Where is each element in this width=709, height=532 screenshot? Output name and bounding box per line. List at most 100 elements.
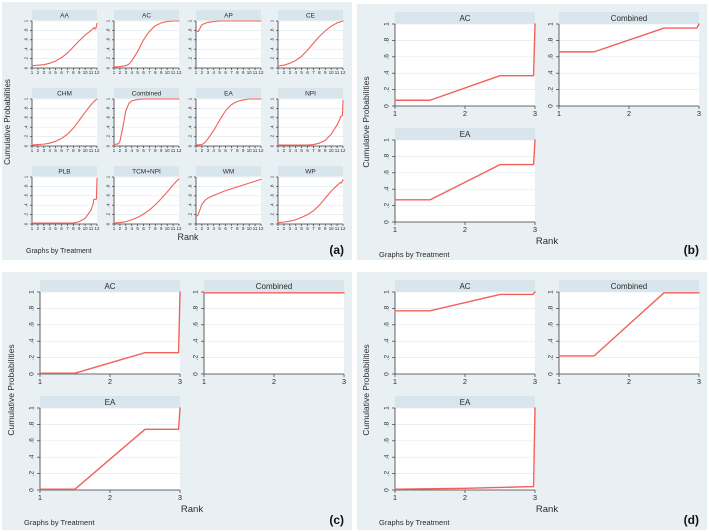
y-tick-label: .4 (547, 70, 554, 76)
subplot-title: EA (460, 398, 471, 407)
y-tick-label: 1 (192, 290, 199, 294)
x-tick-label: 8 (318, 70, 321, 75)
y-tick-label: .2 (24, 212, 29, 216)
y-tick-label: .4 (192, 338, 199, 344)
y-tick-label: 0 (547, 104, 554, 108)
x-tick-label: 3 (697, 377, 701, 386)
panel-a: Cumulative Probabilities Rank Graphs by Tr… (2, 2, 352, 260)
plot-area (204, 292, 344, 374)
y-tick-label: .8 (383, 421, 390, 427)
y-tick-label: 1 (270, 97, 275, 100)
y-tick-label: .8 (383, 305, 390, 311)
cumulative-probability-line (113, 178, 180, 224)
x-tick-label: 8 (154, 148, 157, 153)
subplot-title-strip (278, 166, 343, 176)
x-axis-title: Rank (536, 504, 558, 515)
subplot-title-strip (278, 88, 343, 98)
x-tick-label: 4 (213, 226, 216, 231)
x-tick-label: 5 (218, 226, 221, 231)
y-tick-label: 1 (383, 22, 390, 26)
y-tick-label: .8 (188, 106, 193, 110)
x-tick-label: 8 (236, 70, 239, 75)
x-tick-label: 5 (300, 226, 303, 231)
subplot-title: AC (459, 14, 470, 23)
panel-d: Cumulative Probabilities Rank Graphs by Tr… (357, 272, 707, 530)
x-tick-label: 2 (627, 377, 631, 386)
y-tick-label: 1 (106, 97, 111, 100)
plot-area (196, 21, 261, 68)
y-tick-label: .4 (188, 125, 193, 129)
panel-d-letter: (d) (683, 513, 699, 527)
y-tick-label: .8 (106, 28, 111, 32)
x-tick-label: 3 (125, 148, 128, 153)
x-tick-label: 9 (78, 148, 81, 153)
x-tick-label: 10 (165, 70, 170, 75)
y-tick-label: .4 (270, 47, 275, 51)
y-tick-label: .6 (270, 37, 275, 41)
graphs-by-note: Graphs by Treatment (379, 518, 450, 527)
x-tick-label: 7 (312, 148, 315, 153)
x-tick-label: 1 (202, 377, 206, 386)
y-tick-label: 1 (383, 138, 390, 142)
y-tick-label: .6 (24, 37, 29, 41)
y-tick-label: 0 (383, 220, 390, 224)
panel-c: Cumulative Probabilities Rank Graphs by Tr… (2, 272, 352, 530)
x-tick-label: 8 (72, 148, 75, 153)
y-tick-label: .4 (28, 338, 35, 344)
x-tick-label: 12 (95, 70, 100, 75)
y-tick-label: 0 (24, 222, 29, 225)
y-tick-label: 1 (188, 19, 193, 22)
plot-area (395, 140, 535, 222)
y-tick-label: 0 (270, 222, 275, 225)
x-tick-label: 1 (113, 70, 116, 75)
y-tick-label: .2 (24, 56, 29, 60)
x-tick-label: 11 (89, 70, 94, 75)
cumulative-probability-line (558, 292, 700, 357)
x-tick-label: 1 (277, 148, 280, 153)
x-tick-label: 3 (178, 377, 182, 386)
y-tick-label: 1 (28, 406, 35, 410)
x-tick-label: 2 (37, 70, 40, 75)
x-tick-label: 4 (131, 148, 134, 153)
x-tick-label: 9 (324, 70, 327, 75)
subplot-title: AP (224, 12, 233, 19)
cumulative-probability-line (195, 178, 262, 217)
plot-area (559, 292, 699, 374)
subplot-title: AC (104, 282, 115, 291)
y-tick-label: .8 (106, 106, 111, 110)
cumulative-probability-line (195, 98, 262, 146)
y-tick-label: .8 (192, 305, 199, 311)
x-tick-label: 5 (54, 148, 57, 153)
x-tick-label: 2 (37, 148, 40, 153)
subplot-title-strip (32, 10, 97, 20)
subplot-title-strip (196, 88, 261, 98)
x-tick-label: 2 (119, 226, 122, 231)
plot-area (196, 99, 261, 146)
y-tick-label: .4 (24, 125, 29, 129)
y-tick-label: .6 (24, 193, 29, 197)
x-tick-label: 6 (142, 70, 145, 75)
x-tick-label: 5 (218, 70, 221, 75)
x-tick-label: 1 (557, 109, 561, 118)
x-tick-label: 7 (66, 70, 69, 75)
y-tick-label: .2 (106, 212, 111, 216)
y-tick-label: .4 (28, 454, 35, 460)
y-tick-label: 0 (547, 372, 554, 376)
y-tick-label: .6 (383, 322, 390, 328)
y-tick-label: .4 (383, 338, 390, 344)
panel-d-chart: Cumulative Probabilities Rank Graphs by Tr… (357, 272, 707, 530)
y-axis-title: Cumulative Probabilities (3, 79, 12, 165)
y-tick-label: 1 (383, 290, 390, 294)
x-tick-label: 12 (259, 70, 264, 75)
plot-area (278, 177, 343, 224)
x-tick-label: 3 (697, 109, 701, 118)
x-tick-label: 9 (160, 226, 163, 231)
subplot-title-strip (395, 396, 535, 408)
x-tick-label: 10 (247, 148, 252, 153)
x-tick-label: 3 (289, 226, 292, 231)
subplot-title: Combined (256, 282, 292, 291)
plot-area (114, 21, 179, 68)
y-tick-label: .8 (270, 28, 275, 32)
plot-area (40, 408, 180, 490)
panel-a-letter: (a) (329, 243, 344, 257)
